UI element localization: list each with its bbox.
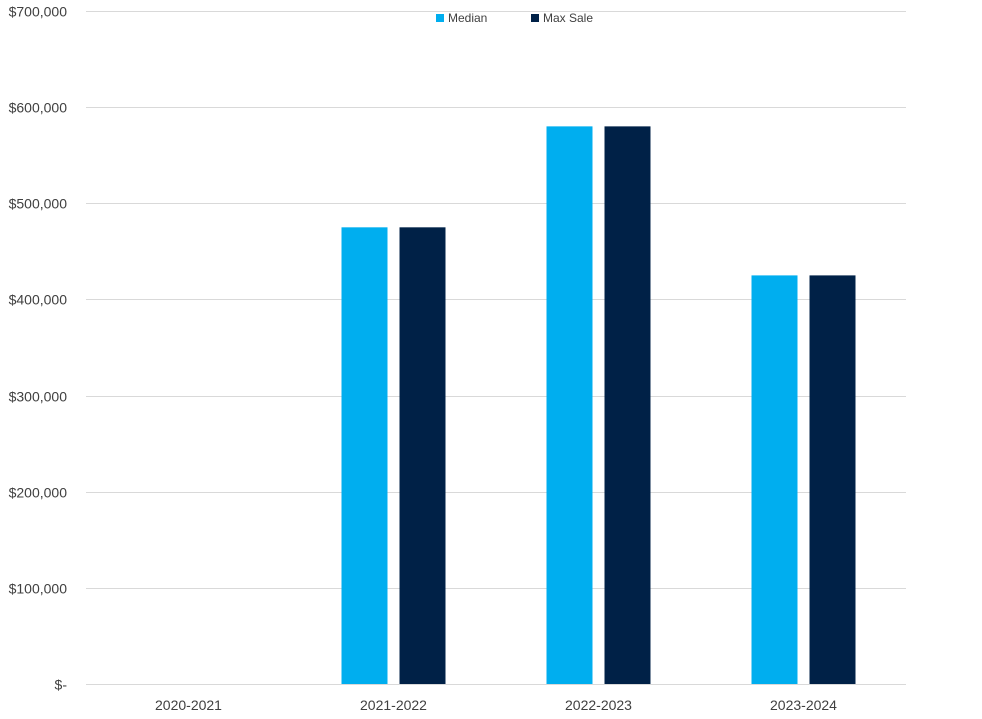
bar-max-sale: [604, 126, 651, 684]
x-tick-label: 2023-2024: [770, 697, 837, 713]
bar-max-sale: [809, 275, 856, 684]
legend-label: Median: [448, 11, 487, 25]
x-axis-tick-labels: 2020-2021 2021-2022 2022-2023 2023-2024: [155, 697, 837, 713]
x-tick-label: 2022-2023: [565, 697, 632, 713]
x-tick-label: 2020-2021: [155, 697, 222, 713]
legend-swatch: [531, 14, 539, 22]
y-tick-label: $400,000: [9, 292, 68, 308]
gridlines: [86, 11, 906, 685]
y-tick-label: $-: [55, 677, 68, 693]
y-tick-label: $700,000: [9, 4, 68, 20]
bars: [341, 126, 856, 685]
x-tick-label: 2021-2022: [360, 697, 427, 713]
y-axis-tick-labels: $- $100,000 $200,000 $300,000 $400,000 $500,0…: [9, 4, 68, 693]
bar-median: [546, 126, 593, 684]
legend-swatch: [436, 14, 444, 22]
legend-label: Max Sale: [543, 11, 593, 25]
y-tick-label: $200,000: [9, 485, 68, 501]
bar-max-sale: [399, 227, 446, 685]
bar-median: [751, 275, 798, 684]
y-tick-label: $600,000: [9, 100, 68, 116]
y-tick-label: $300,000: [9, 389, 68, 405]
y-tick-label: $100,000: [9, 581, 68, 597]
bar-median: [341, 227, 388, 685]
legend: Median Max Sale: [436, 11, 593, 25]
y-tick-label: $500,000: [9, 196, 68, 212]
